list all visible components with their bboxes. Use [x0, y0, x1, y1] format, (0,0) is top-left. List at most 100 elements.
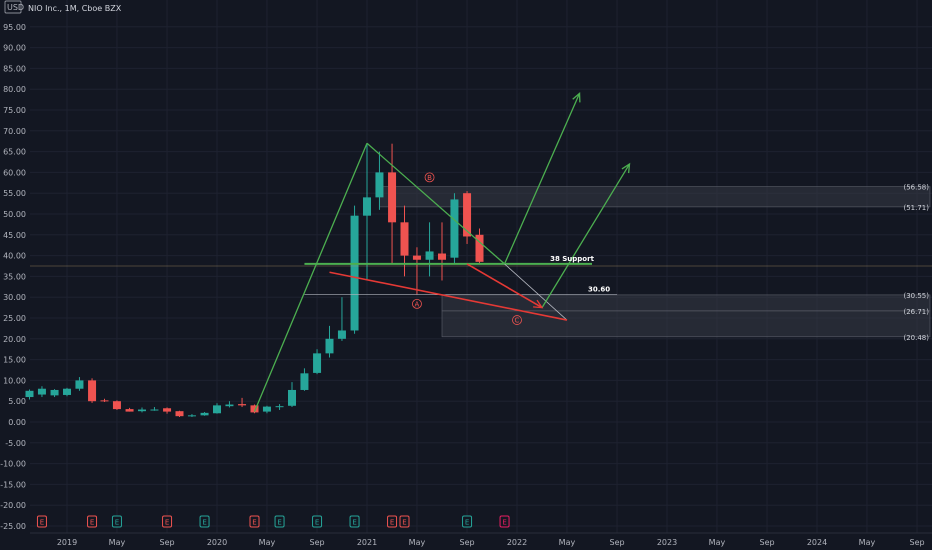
y-axis: 95.00 90.00 85.00 80.00 75.00 70.00 65.00 60.00…: [0, 23, 26, 531]
zone-label-top: (56.58): [903, 184, 929, 192]
candle-body: [225, 404, 234, 407]
earnings-marker-label: E: [202, 519, 206, 527]
candle-body: [163, 408, 172, 412]
y-tick-label: 90.00: [3, 44, 26, 53]
earnings-marker-label: E: [252, 519, 256, 527]
red-arrow-head: [533, 299, 544, 309]
candle-body: [262, 406, 271, 412]
currency-label: USD: [7, 3, 24, 12]
candle-body: [400, 222, 409, 256]
y-tick-label: 95.00: [3, 23, 26, 32]
y-tick-label: 5.00: [8, 397, 26, 406]
zone-label-bottom: (51.71): [903, 204, 929, 212]
x-tick-label: Sep: [760, 538, 775, 547]
earnings-marker[interactable]: [399, 515, 410, 528]
candle-body: [112, 401, 121, 410]
green-trend-line: [541, 163, 631, 308]
y-tick-label: 35.00: [3, 272, 26, 281]
x-tick-label: 2024: [807, 538, 827, 547]
candle-body: [200, 412, 209, 416]
green-trend-line: [503, 93, 581, 265]
candle-body: [412, 255, 421, 260]
y-tick-label: 25.00: [3, 314, 26, 323]
candle-body: [325, 338, 334, 354]
candle-body: [463, 193, 472, 237]
earnings-marker-label: E: [115, 519, 119, 527]
price-zones: [379, 186, 931, 338]
green-arrow-head: [621, 162, 631, 174]
candle-body: [175, 411, 184, 417]
candle-body: [25, 390, 34, 398]
wave-label-circle: [424, 172, 435, 183]
x-tick-label: 2021: [357, 538, 377, 547]
candle-body: [88, 380, 97, 402]
candle-body: [138, 409, 146, 412]
x-tick-label: Sep: [460, 538, 475, 547]
earnings-marker[interactable]: [349, 515, 360, 528]
earnings-marker-label: E: [502, 519, 506, 527]
earnings-marker[interactable]: [462, 515, 473, 528]
y-tick-label: -15.00: [0, 480, 26, 489]
y-tick-label: 30.00: [3, 293, 26, 302]
y-tick-label: 10.00: [3, 376, 26, 385]
x-tick-label: Sep: [910, 538, 925, 547]
earnings-marker-label: E: [90, 519, 94, 527]
candle-body: [363, 197, 371, 216]
wave-label: B: [427, 174, 432, 182]
earnings-marker[interactable]: [87, 515, 98, 528]
support-label: 38 Support: [550, 255, 594, 263]
earnings-marker[interactable]: [162, 515, 173, 528]
y-tick-label: 65.00: [3, 148, 26, 157]
candle-body: [350, 215, 359, 331]
wave-label: C: [515, 317, 520, 325]
x-tick-label: 2023: [657, 538, 677, 547]
wave-label-circle: [512, 315, 522, 325]
x-tick-label: May: [559, 538, 576, 547]
earnings-marker[interactable]: [36, 515, 47, 528]
candle-body: [288, 389, 296, 406]
earnings-marker[interactable]: [111, 515, 122, 528]
y-tick-label: 15.00: [3, 356, 26, 365]
zone-label-bottom: (20.48): [903, 334, 929, 342]
zone-label-bottom: (26.71): [903, 308, 929, 316]
earnings-marker-label: E: [277, 519, 281, 527]
earnings-marker-label: E: [402, 519, 406, 527]
candle-body: [50, 389, 59, 396]
trend-lines: [30, 91, 932, 412]
earnings-marker[interactable]: [199, 515, 210, 528]
grid: [30, 0, 932, 533]
candle-body: [425, 251, 434, 260]
green-arrow-head: [572, 91, 581, 103]
earnings-marker-label: E: [352, 519, 356, 527]
x-tick-label: 2022: [507, 538, 527, 547]
candle-body: [450, 199, 459, 258]
x-tick-label: May: [859, 538, 876, 547]
price-zone: [441, 294, 931, 312]
y-tick-label: 0.00: [8, 418, 26, 427]
zone-label-top: (30.55): [903, 292, 929, 300]
level-label-30-60: 30.60: [588, 286, 610, 294]
currency-badge: [4, 0, 22, 14]
candlesticks: [25, 143, 484, 418]
x-tick-label: May: [409, 538, 426, 547]
x-tick-label: May: [259, 538, 276, 547]
earnings-marker-label: E: [165, 519, 169, 527]
candle-body: [100, 400, 109, 402]
earnings-marker-label: E: [315, 519, 319, 527]
x-tick-label: Sep: [610, 538, 625, 547]
red-trend-line: [466, 263, 543, 309]
earnings-marker[interactable]: [274, 515, 285, 528]
earnings-marker-label: E: [40, 519, 44, 527]
candle-body: [337, 330, 346, 339]
candle-body: [375, 172, 384, 198]
earnings-marker[interactable]: [387, 515, 398, 528]
earnings-marker-label: E: [390, 519, 394, 527]
candle-body: [150, 409, 159, 411]
earnings-marker[interactable]: [499, 515, 510, 528]
y-tick-label: 50.00: [3, 210, 26, 219]
earnings-marker[interactable]: [249, 515, 260, 528]
earnings-marker[interactable]: [312, 515, 323, 528]
price-zone: [441, 310, 931, 338]
